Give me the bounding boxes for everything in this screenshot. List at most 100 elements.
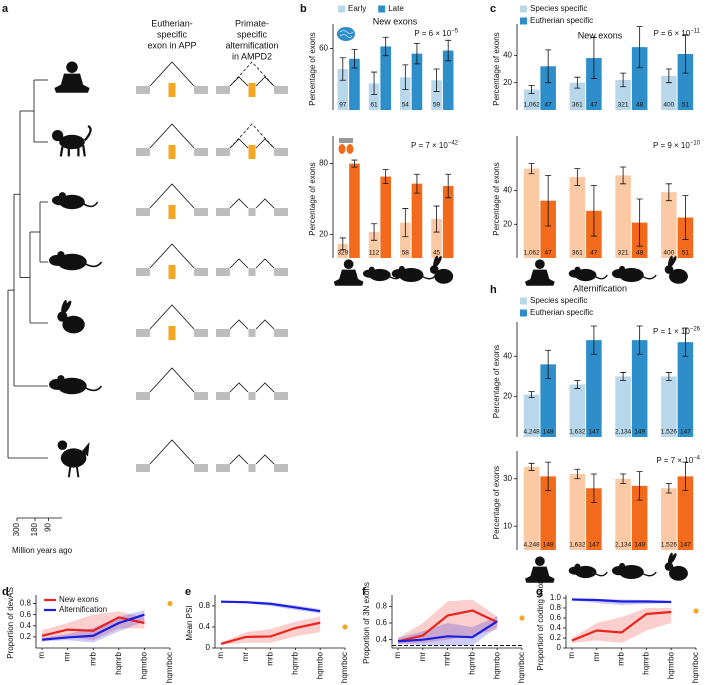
junction	[149, 304, 195, 330]
bar	[677, 342, 694, 437]
error-bar	[445, 173, 452, 199]
bar	[661, 376, 677, 437]
y-tick-label: 20	[503, 219, 512, 228]
legend-label: Early	[348, 4, 366, 13]
axes	[391, 595, 522, 649]
icon-part	[667, 552, 673, 565]
x-tick-label: hqmrb	[642, 651, 651, 674]
count-label: 2,134	[615, 429, 632, 436]
legend-swatch	[520, 309, 527, 317]
icon-part	[63, 300, 72, 314]
line	[220, 600, 321, 613]
bar	[615, 376, 631, 437]
bar	[523, 466, 540, 550]
junction	[149, 367, 195, 393]
count-label: 149	[634, 542, 645, 549]
exon-box	[136, 464, 150, 472]
y-tick-label: 0.2	[20, 632, 32, 641]
error-bar	[339, 237, 346, 251]
icon-part	[338, 144, 346, 154]
column-header: alternification	[225, 40, 278, 50]
x-tick-label: hqmrbo	[315, 651, 324, 679]
count-label: 361	[572, 102, 583, 109]
scale-tick-label: 300	[12, 522, 21, 536]
icon-part	[59, 134, 85, 150]
line	[397, 609, 498, 643]
count-label: 147	[588, 542, 599, 549]
icon-part	[343, 259, 354, 270]
error-bar	[665, 183, 672, 202]
legend-label: Species specific	[530, 4, 587, 13]
legend-label: Late	[388, 4, 404, 13]
bar	[677, 476, 694, 550]
y-tick-label: 0	[557, 643, 562, 652]
icon-part	[61, 300, 67, 314]
bar	[400, 222, 411, 258]
confidence-band	[572, 608, 672, 643]
error-bar	[620, 473, 627, 484]
bar	[431, 219, 442, 258]
p-value-exponent: −5	[451, 28, 459, 34]
bar	[615, 175, 631, 258]
bar	[661, 488, 677, 550]
x-tick-label: mrb	[617, 651, 626, 665]
column-header: Eutherian-	[151, 18, 193, 28]
error-bar	[574, 468, 581, 480]
count-label: 4,248	[523, 542, 540, 549]
p-value-exponent: −4	[693, 455, 701, 461]
column-header: specific	[237, 29, 268, 39]
p-value-text: P = 6 × 10	[414, 29, 451, 38]
icon-part	[52, 130, 64, 142]
count-label: 148	[543, 542, 554, 549]
x-tick-label: mr	[418, 652, 427, 662]
icon-part	[346, 144, 354, 154]
y-tick-label: 0	[206, 643, 211, 652]
icon-part	[398, 268, 424, 282]
icon-part	[667, 255, 673, 268]
icon-monkey	[52, 124, 92, 157]
icon-part	[66, 61, 78, 73]
icon-part	[57, 251, 65, 259]
icon-rabbit	[664, 552, 688, 581]
count-label: 58	[402, 250, 410, 257]
panel-letter: g	[536, 586, 543, 598]
y-tick-label: 1.0	[550, 593, 562, 602]
icon-part	[57, 375, 65, 383]
icon-part	[619, 265, 626, 272]
junction	[149, 439, 195, 465]
bar	[337, 243, 349, 258]
exon-box	[216, 392, 230, 400]
y-tick-label: 0.4	[550, 623, 562, 632]
p-value: P = 6 × 10−5	[414, 28, 458, 38]
bar	[615, 478, 631, 550]
point	[167, 600, 173, 607]
y-tick-label: 40	[503, 50, 512, 59]
bar	[523, 394, 540, 437]
axes	[35, 595, 170, 649]
p-value: P = 1 × 10−26	[653, 326, 701, 336]
exon-box	[194, 392, 208, 400]
count-label: 47	[545, 102, 553, 109]
bar	[523, 89, 540, 110]
count-label: 1,526	[661, 429, 678, 436]
icon-part	[57, 253, 87, 271]
error-bar	[545, 175, 552, 227]
count-label: 47	[590, 250, 598, 257]
y-axis-label: Proportion of 3N exons	[362, 582, 371, 664]
icon-chicken	[57, 440, 90, 478]
count-label: 1,632	[569, 542, 586, 549]
legend-label: Eutherian specific	[530, 308, 593, 317]
point	[342, 624, 348, 630]
p-value-text: P = 9 × 10	[653, 141, 690, 150]
scale-tick-label: 90	[44, 522, 53, 531]
legend-swatch	[520, 5, 527, 13]
error-bar	[445, 39, 452, 62]
icon-part	[58, 192, 66, 200]
error-bar	[636, 325, 643, 355]
point	[519, 615, 525, 621]
p-value-text: P = 7 × 10	[411, 141, 448, 150]
count-label: 1,062	[523, 250, 540, 257]
icon-part	[434, 268, 454, 284]
error-bar	[545, 461, 552, 492]
